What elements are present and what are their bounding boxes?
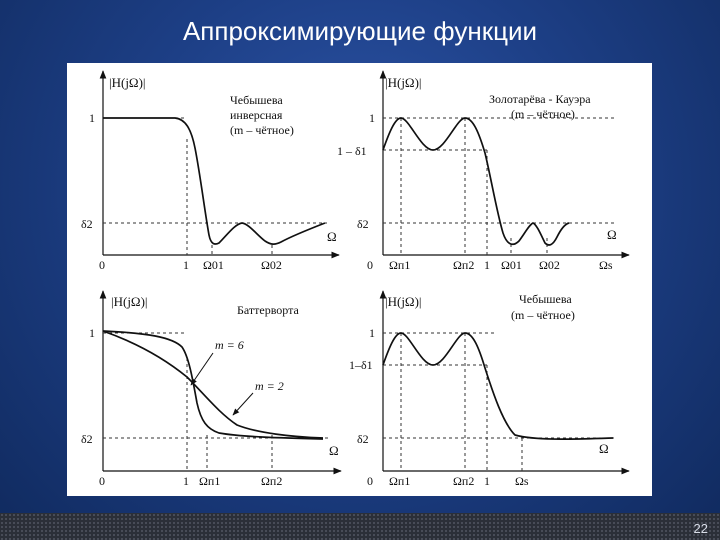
y-tick-delta2: δ2	[357, 217, 369, 231]
y-tick-ripple: 1 – δ1	[337, 144, 367, 158]
response-curve	[382, 332, 614, 440]
y-tick-one: 1	[369, 326, 375, 340]
m6-label-leader	[190, 352, 214, 386]
y-tick-one: 1	[369, 111, 375, 125]
x-axis-label: Ω	[599, 441, 609, 456]
y-tick-one: 1	[89, 326, 95, 340]
response-curve-m6	[102, 330, 324, 440]
response-curve	[382, 117, 570, 246]
y-tick-ripple: 1–δ1	[349, 358, 373, 372]
footer-bar	[0, 513, 720, 540]
y-axis-label: |H(jΩ)|	[109, 75, 146, 90]
x-tick-origin: 0	[99, 258, 105, 272]
x-tick-origin: 0	[367, 258, 373, 272]
x-tick-passband-2: Ωп2	[453, 258, 474, 272]
x-tick-passband-2: Ωп2	[453, 474, 474, 488]
x-tick-one: 1	[183, 258, 189, 272]
x-tick-zero-2: Ω02	[261, 258, 282, 272]
panel-elliptic: |H(jΩ)| Золотарёва - Кауэра (m – чётное)…	[337, 70, 630, 272]
panel-chebyshev: |H(jΩ)| Чебышева (m – чётное) 1 1–δ1 δ2 …	[349, 290, 630, 488]
curve-label-m6: m = 6	[215, 338, 244, 352]
panel-title-line-1: Чебышева	[230, 93, 283, 107]
slide-title: Аппроксимирующие функции	[182, 16, 538, 46]
x-tick-stopband: Ωs	[515, 474, 529, 488]
m2-label-leader	[232, 392, 254, 416]
x-axis-label: Ω	[329, 443, 339, 458]
x-tick-passband-1: Ωп1	[389, 474, 410, 488]
panel-inverse-chebyshev: |H(jΩ)| Чебышева инверсная (m – чётное) …	[81, 70, 340, 272]
response-curve-m2	[102, 330, 324, 439]
y-tick-one: 1	[89, 111, 95, 125]
filter-response-figure: |H(jΩ)| Чебышева инверсная (m – чётное) …	[67, 63, 652, 496]
x-tick-one: 1	[484, 258, 490, 272]
y-tick-delta2: δ2	[81, 432, 93, 446]
panel-title-line-1: Чебышева	[519, 292, 572, 306]
panel-title-line-1: Баттерворта	[237, 303, 300, 317]
x-tick-passband-2: Ωп2	[261, 474, 282, 488]
y-axis-label: |H(jΩ)|	[111, 294, 148, 309]
panel-title-line-2: (m – чётное)	[511, 107, 575, 121]
x-tick-passband-1: Ωп1	[199, 474, 220, 488]
x-tick-stopband: Ωs	[599, 258, 613, 272]
x-tick-origin: 0	[367, 474, 373, 488]
x-tick-zero-1: Ω01	[203, 258, 224, 272]
y-tick-delta2: δ2	[357, 432, 369, 446]
x-tick-origin: 0	[99, 474, 105, 488]
x-tick-zero-2: Ω02	[539, 258, 560, 272]
panel-title-line-3: (m – чётное)	[230, 123, 294, 137]
x-tick-one: 1	[484, 474, 490, 488]
x-axis-label: Ω	[607, 227, 617, 242]
panel-butterworth: |H(jΩ)| Баттерворта m = 6 m = 2 1 δ2 0 1…	[81, 290, 342, 488]
x-tick-passband-1: Ωп1	[389, 258, 410, 272]
page-number: 22	[693, 521, 708, 536]
y-axis-label: |H(jΩ)|	[385, 294, 422, 309]
panel-title-line-2: инверсная	[230, 108, 283, 122]
panel-title-line-1: Золотарёва - Кауэра	[489, 92, 591, 106]
x-tick-one: 1	[183, 474, 189, 488]
response-curve	[103, 117, 326, 245]
y-axis-label: |H(jΩ)|	[385, 75, 422, 90]
panel-title-line-2: (m – чётное)	[511, 308, 575, 322]
x-axis-label: Ω	[327, 229, 337, 244]
y-tick-delta2: δ2	[81, 217, 93, 231]
curve-label-m2: m = 2	[255, 379, 284, 393]
x-tick-zero-1: Ω01	[501, 258, 522, 272]
